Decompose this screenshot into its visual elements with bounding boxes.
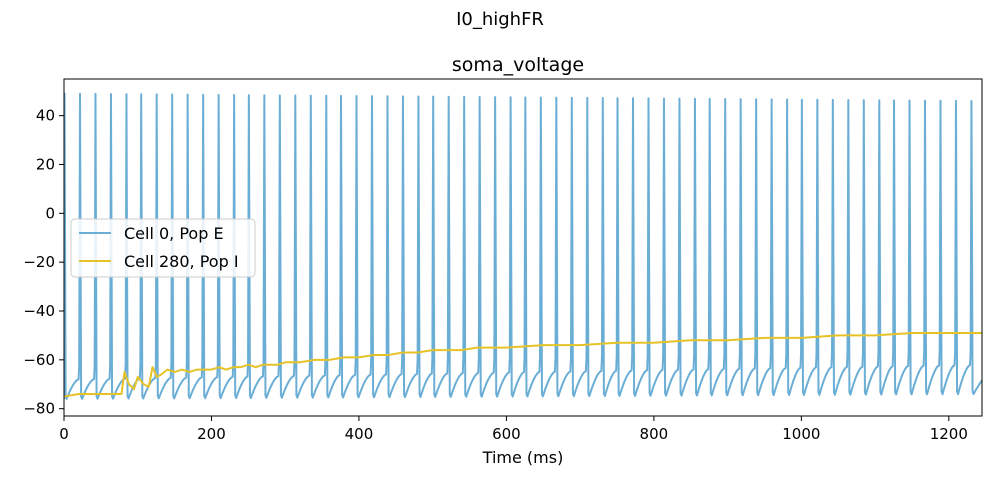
x-tick-label: 800 — [640, 425, 669, 443]
y-tick-label: 0 — [45, 204, 55, 222]
y-tick-label: −40 — [23, 302, 55, 320]
x-tick-label: 1000 — [782, 425, 820, 443]
x-tick-label: 0 — [59, 425, 69, 443]
figure-suptitle: I0_highFR — [456, 9, 544, 30]
y-tick-label: −20 — [23, 253, 55, 271]
y-tick-label: −60 — [23, 351, 55, 369]
series-line-cell-0-pop-e — [64, 92, 982, 400]
x-tick-label: 1200 — [930, 425, 968, 443]
chart-title: soma_voltage — [452, 54, 584, 76]
x-axis-label: Time (ms) — [482, 448, 564, 467]
x-axis-ticks: 0 200 400 600 800 1000 1200 — [59, 416, 968, 443]
y-axis-ticks: 40 20 0 −20 −40 −60 −80 — [23, 107, 64, 418]
series-layer — [64, 92, 982, 400]
x-tick-label: 200 — [197, 425, 226, 443]
legend: Cell 0, Pop E Cell 280, Pop I — [70, 218, 256, 278]
y-tick-label: 20 — [36, 155, 55, 173]
plot-frame — [63, 78, 983, 417]
y-tick-label: −80 — [23, 400, 55, 418]
legend-label: Cell 0, Pop E — [124, 224, 224, 243]
x-tick-label: 400 — [345, 425, 374, 443]
y-tick-label: 40 — [36, 107, 55, 125]
x-tick-label: 600 — [492, 425, 521, 443]
legend-box — [70, 218, 256, 278]
series-line-cell-280-pop-i — [64, 331, 982, 398]
legend-label: Cell 280, Pop I — [124, 252, 239, 271]
